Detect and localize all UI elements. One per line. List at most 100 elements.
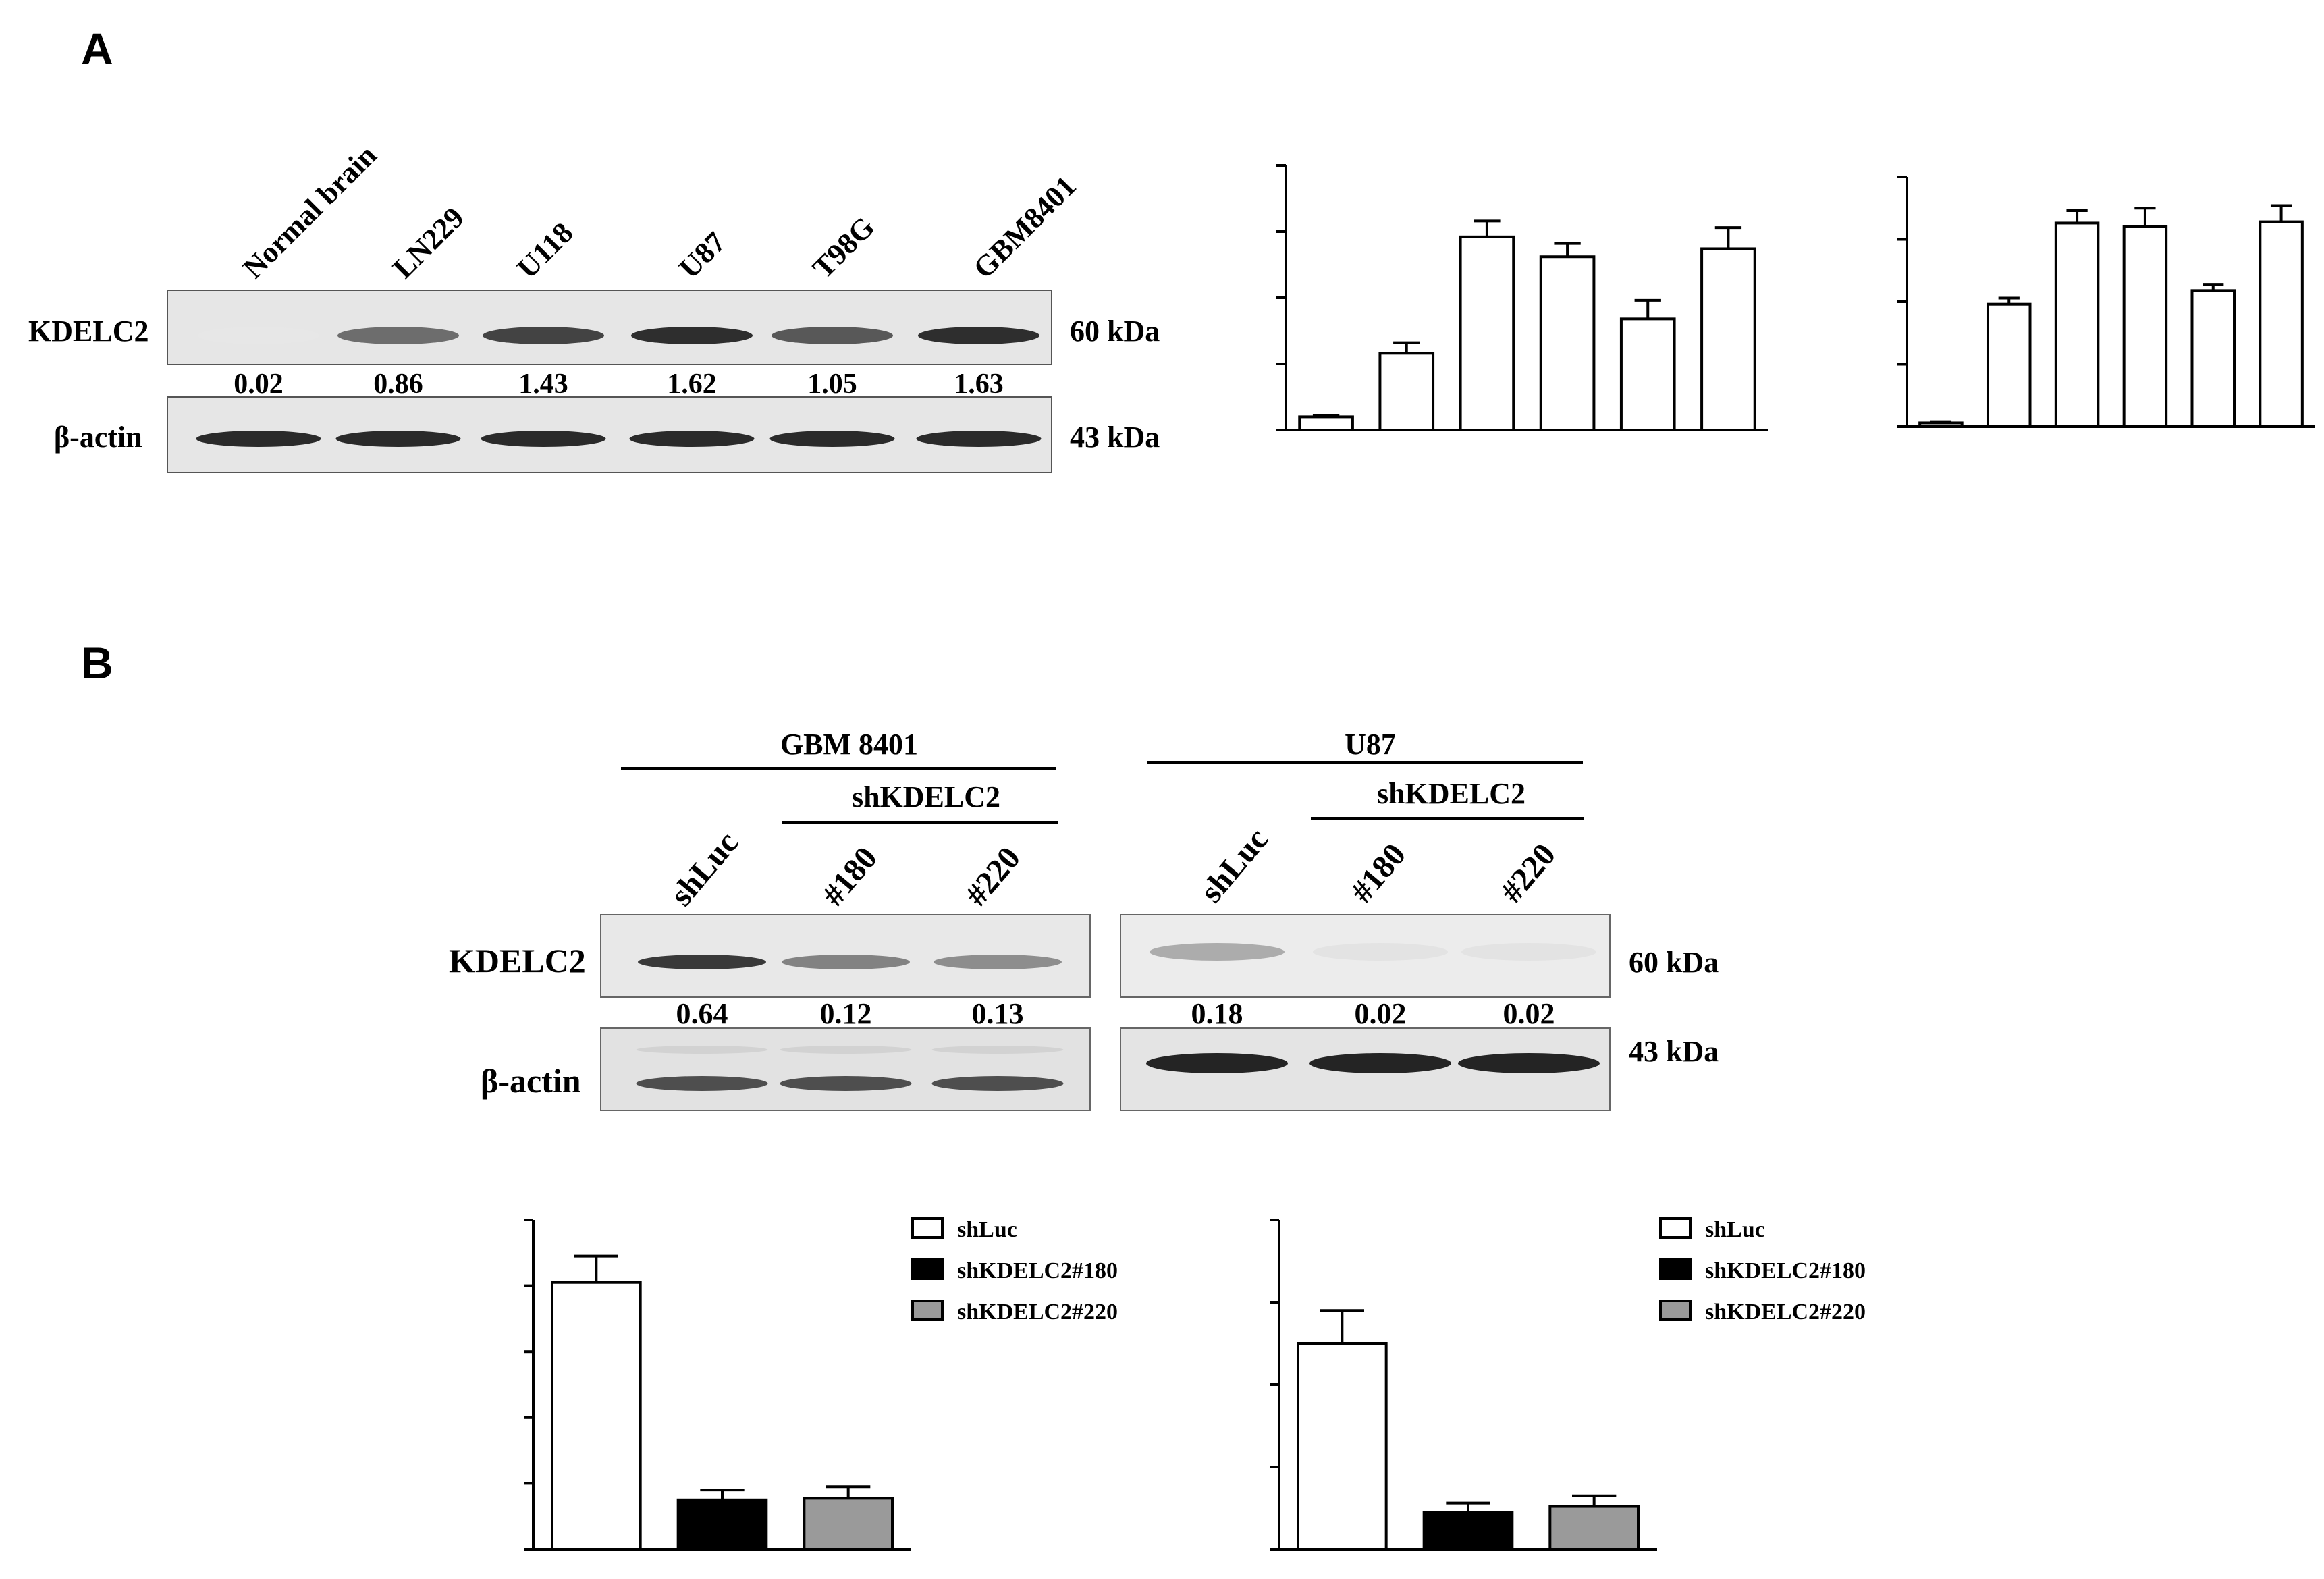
blot-b2-kdelc2-band: [1461, 943, 1596, 961]
blot-b1-actin-band: [931, 1076, 1064, 1091]
blot-b1-ratio: 0.12: [820, 997, 872, 1030]
bar: [551, 1281, 642, 1551]
blot-b-ratios: 0.64 0.12 0.13 0.18 0.02 0.02: [676, 997, 1555, 1030]
blot-b1-actin-faint-band: [780, 1046, 912, 1054]
bar: [1298, 415, 1354, 432]
blot-a-ratio: 1.05: [807, 369, 857, 400]
blot-b2-lane-label: #180: [1344, 836, 1413, 909]
blot-a-lane-label: GBM8401: [967, 169, 1082, 285]
legend-swatch-180: [1659, 1258, 1692, 1280]
bar: [2054, 221, 2100, 428]
blot-b-bands: [636, 943, 1600, 1091]
legend-label: shKDELC2#180: [1705, 1258, 1866, 1283]
blot-a-ratio: 1.62: [667, 369, 717, 400]
legend-swatch-220: [911, 1300, 944, 1321]
blot-a-lane-label: T98G: [806, 210, 881, 285]
blot-b1-lane-label: #220: [958, 840, 1027, 913]
legend-swatch-180: [911, 1258, 944, 1280]
blot-b1-kdelc2-band: [934, 955, 1062, 969]
legend-label: shKDELC2#220: [957, 1300, 1118, 1324]
blot-a-kdelc2-membrane: [167, 290, 1052, 365]
blot-b2-lane-label: shLuc: [1193, 822, 1275, 909]
legend-label: shKDELC2#220: [1705, 1300, 1866, 1324]
bar: [2122, 225, 2168, 428]
blot-b1-ratio: 0.13: [972, 997, 1024, 1030]
blot-a-kdelc2-band: [918, 327, 1039, 344]
blot-b2-kdelc2-band: [1313, 943, 1448, 961]
blot-a-actin-membrane: [167, 396, 1052, 473]
blot-b1-row-label-actin: β-actin: [481, 1062, 581, 1100]
blot-b1-kdelc2-band: [782, 955, 910, 969]
bar: [803, 1497, 894, 1551]
bar: [1619, 317, 1676, 431]
blot-a-actin-bands: [196, 431, 1042, 447]
blot-a-actin-band: [916, 431, 1042, 447]
blot-b1-title: GBM 8401: [780, 728, 918, 761]
legend-b1: shLuc shKDELC2#180 shKDELC2#220: [911, 1217, 1118, 1324]
panel-b-label: B: [81, 638, 113, 688]
bar: [1548, 1505, 1640, 1551]
bar: [1986, 302, 2032, 429]
blot-b1-subgroup: shKDELC2: [852, 780, 1000, 813]
blot-b2-actin-band: [1146, 1053, 1288, 1073]
blot-a-kdelc2-bands: [198, 327, 1039, 344]
blot-a-actin-band: [629, 431, 755, 447]
blot-b1-ratio: 0.64: [676, 997, 728, 1030]
legend-swatch-shluc: [1659, 1217, 1692, 1239]
blot-b2-ratio: 0.02: [1355, 997, 1407, 1030]
legend-label: shKDELC2#180: [957, 1258, 1118, 1283]
blot-a-kdelc2-band: [631, 327, 753, 344]
chart-a-protein-expression: [1897, 176, 2315, 429]
legend-label: shLuc: [957, 1217, 1017, 1242]
blot-b2-size-60: 60 kDa: [1629, 946, 1719, 979]
blot-a-lane-labels: Normal brain LN229 U118 U87 T98G GBM8401: [236, 138, 1082, 285]
blot-a-row-label-kdelc2: KDELC2: [28, 315, 148, 348]
chart-kdelc2-mrna: [1276, 164, 1768, 432]
blot-a-lane-label: LN229: [386, 201, 470, 286]
bar: [1700, 247, 1756, 431]
blot-b2-actin-band: [1458, 1053, 1600, 1073]
legend-swatch-shluc: [911, 1217, 944, 1239]
bar: [1918, 421, 1964, 429]
blot-a-kdelc2-band: [337, 327, 459, 344]
blot-a-ratios: 0.02 0.86 1.43 1.62 1.05 1.63: [234, 369, 1004, 400]
blot-b1-actin-band: [636, 1076, 768, 1091]
blot-a-actin-band: [769, 431, 895, 447]
blot-b-lane-labels: shLuc #180 #220 shLuc #180 #220: [664, 822, 1563, 913]
blot-a-ratio: 0.02: [234, 369, 283, 400]
bar: [1459, 235, 1515, 431]
blot-a-lane-label: U87: [672, 225, 732, 285]
blot-b1-actin-band: [780, 1076, 912, 1091]
blot-b2-kdelc2-band: [1150, 943, 1285, 961]
bar: [676, 1498, 768, 1551]
chart-u87-protein-expression: [1270, 1219, 1657, 1551]
blot-a-row-label-actin: β-actin: [54, 421, 142, 454]
bar: [1539, 255, 1596, 431]
blot-a-size-43: 43 kDa: [1070, 421, 1160, 454]
blot-b1-lane-label: shLuc: [664, 825, 745, 913]
blot-b2-lane-label: #220: [1494, 836, 1563, 909]
bar: [1378, 352, 1435, 432]
blot-b1-lane-label: #180: [815, 840, 884, 913]
legend-b2: shLuc shKDELC2#180 shKDELC2#220: [1659, 1217, 1866, 1324]
blot-b2-ratio: 0.18: [1191, 997, 1243, 1030]
blot-b2-size-43: 43 kDa: [1629, 1035, 1719, 1068]
blot-b2-actin-band: [1309, 1053, 1451, 1073]
bar: [1422, 1511, 1514, 1551]
chart-gbm8401-protein-expression: [524, 1219, 911, 1551]
blot-a-kdelc2-band: [198, 327, 319, 344]
blot-a-lane-label: U118: [510, 216, 579, 285]
blot-b2-subgroup: shKDELC2: [1377, 777, 1525, 810]
bar: [2190, 289, 2236, 428]
blot-b1-kdelc2-band: [638, 955, 766, 969]
blot-b1-row-label-kdelc2: KDELC2: [449, 942, 586, 980]
blot-a-ratio: 1.43: [518, 369, 568, 400]
bar: [1297, 1342, 1388, 1551]
blot-a-size-60: 60 kDa: [1070, 315, 1160, 348]
blot-a-actin-band: [481, 431, 606, 447]
blot-a-kdelc2-band: [772, 327, 893, 344]
blot-a-ratio: 1.63: [954, 369, 1004, 400]
legend-label: shLuc: [1705, 1217, 1765, 1242]
bar: [2259, 220, 2304, 428]
